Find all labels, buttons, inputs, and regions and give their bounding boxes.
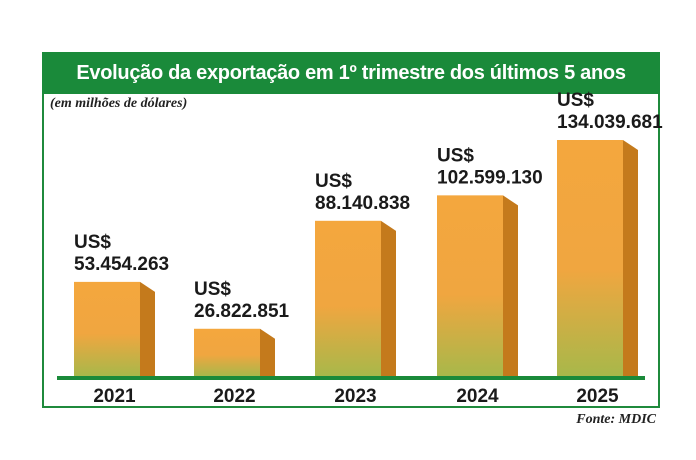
x-tick-label: 2025 — [576, 386, 619, 407]
chart-subtitle: (em milhões de dólares) — [50, 96, 188, 111]
bar-2023 — [315, 220, 381, 376]
value-label-currency: US$ — [557, 90, 594, 111]
value-label: 102.599.130 — [437, 167, 543, 188]
x-tick-label: 2024 — [456, 386, 499, 407]
value-label: 53.454.263 — [74, 254, 169, 275]
x-tick-label: 2021 — [93, 386, 136, 407]
bar-side-2025 — [623, 140, 638, 376]
bar-side-2023 — [381, 220, 396, 376]
bar-side-2024 — [503, 195, 518, 376]
bar-2024 — [437, 195, 503, 376]
value-label: 88.140.838 — [315, 193, 410, 214]
chart-title: Evolução da exportação em 1º trimestre d… — [42, 52, 660, 94]
value-label-currency: US$ — [437, 145, 474, 166]
value-label: 26.822.851 — [194, 301, 290, 322]
source-note: Fonte: MDIC — [576, 412, 656, 427]
bar-side-2021 — [140, 281, 155, 376]
value-label-currency: US$ — [315, 171, 352, 192]
baseline — [57, 376, 645, 380]
x-tick-label: 2023 — [334, 386, 376, 407]
value-label: 134.039.681 — [557, 112, 663, 133]
value-label-currency: US$ — [194, 279, 231, 300]
bar-2021 — [74, 281, 140, 376]
bar-side-2022 — [260, 328, 275, 376]
value-label-currency: US$ — [74, 232, 111, 253]
bar-2022 — [194, 328, 260, 376]
x-tick-label: 2022 — [213, 386, 255, 407]
bar-2025 — [557, 140, 623, 376]
